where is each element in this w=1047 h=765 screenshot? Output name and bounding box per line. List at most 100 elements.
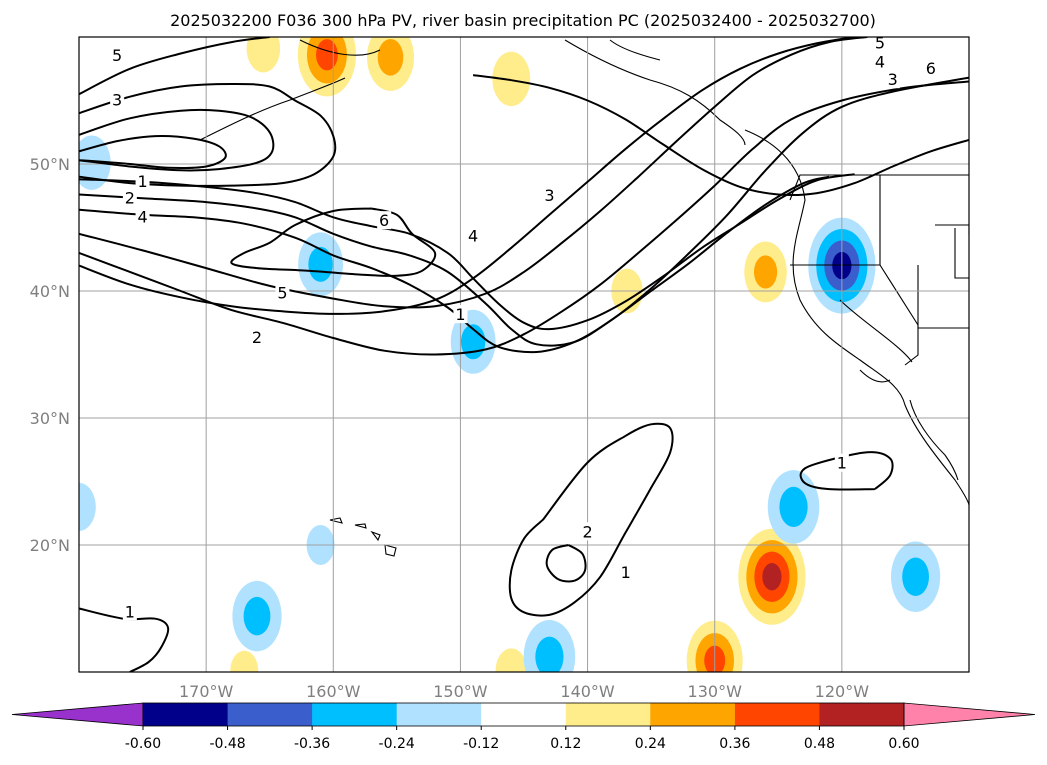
pv-contour-label: 2 (582, 522, 592, 541)
coastline (909, 399, 959, 481)
contour-label-mask (250, 327, 264, 346)
precip-pc-level (753, 255, 778, 289)
coastline (299, 39, 381, 56)
colorbar-swatch (734, 703, 820, 726)
coastline (744, 129, 969, 506)
contour-label-mask (135, 171, 150, 190)
coastline (879, 264, 919, 366)
x-tick-label: 140°W (560, 682, 615, 701)
map-background (79, 37, 969, 672)
pv-contour-label: 5 (112, 46, 122, 65)
precip-pc-level (316, 39, 338, 71)
axis-tick-labels: 170°W 160°W 150°W 140°W 130°W 120°W 50°N 40°N 30… (30, 155, 870, 701)
colorbar-tick-label: 0.12 (550, 736, 581, 752)
precip-pc-blob (738, 528, 806, 625)
colorbar-swatch (396, 703, 482, 726)
pv-contour-label: 1 (455, 305, 465, 324)
contour-label-mask (885, 70, 900, 89)
precip-pc-level (779, 486, 808, 527)
colorbar-swatch (819, 703, 905, 726)
colorbar-tick-label: -0.48 (209, 736, 245, 752)
x-tick-label: 130°W (688, 682, 743, 701)
precip-pc-blob (232, 580, 282, 652)
precip-pc-blob (891, 541, 941, 612)
contour-label-mask (466, 226, 481, 245)
precip-pc-blob (492, 51, 531, 107)
contour-label-mask (580, 522, 595, 541)
coastline-layer (199, 39, 969, 557)
pv-contour-line (79, 134, 227, 170)
precip-pc-blob (767, 470, 820, 544)
precip-pc-blob (79, 482, 96, 531)
pv-contour-label: 1 (621, 563, 631, 582)
precip-pc-blob (744, 241, 787, 303)
pv-contour-line (799, 451, 894, 491)
pv-contour-label: 3 (112, 91, 122, 110)
contour-label-mask (873, 37, 887, 52)
pv-contour-label: 1 (137, 172, 147, 191)
coastline (917, 265, 969, 329)
pv-contour-label: 3 (888, 70, 898, 89)
colorbar-tick-label: 0.24 (635, 736, 666, 752)
contour-label-mask (873, 52, 887, 71)
coastline (954, 228, 969, 279)
coastline (609, 39, 661, 61)
coastline (935, 224, 969, 235)
colorbar-tick-label: 0.60 (888, 736, 919, 752)
pv-contour-line (545, 544, 587, 583)
precip-pc-level (495, 648, 527, 672)
pv-contour-line (79, 108, 275, 172)
contour-label-mask (122, 188, 137, 207)
pv-contour-label: 3 (544, 186, 554, 205)
x-tick-label: 170°W (179, 682, 234, 701)
precip-pc-level (79, 482, 96, 531)
contour-label-mask (453, 305, 468, 324)
gridline-layer (79, 37, 969, 672)
precip-pc-level (246, 37, 281, 73)
precip-pc-blob (495, 648, 527, 672)
pv-contour-layer (79, 37, 969, 672)
y-tick-label: 40°N (30, 282, 70, 301)
pv-contour-line (79, 175, 830, 347)
precip-pc-level (902, 557, 929, 596)
precip-pc-level (377, 39, 404, 76)
pv-contour-line (472, 74, 969, 197)
chart-title: 2025032200 F036 300 hPa PV, river basin … (170, 11, 876, 30)
coastline (199, 77, 346, 141)
pv-contour-label: 4 (875, 52, 885, 71)
contour-label-mask (110, 90, 125, 109)
pv-contour-line (79, 82, 337, 187)
colorbar-tick-label: -0.36 (294, 736, 330, 752)
precip-pc-blob (298, 232, 343, 297)
contour-label-mask (377, 211, 392, 230)
colorbar-tick-label: -0.24 (379, 736, 415, 752)
colorbar-extend-low (11, 702, 144, 727)
pv-contour-label: 1 (125, 602, 135, 621)
coastline (839, 299, 913, 363)
contour-label-mask (542, 185, 557, 204)
precip-pc-blob (246, 37, 281, 73)
precip-pc-level (308, 246, 333, 282)
pv-contour-label: 2 (125, 188, 135, 207)
y-tick-label: 50°N (30, 155, 70, 174)
precip-pc-blob (297, 37, 357, 97)
contour-label-mask (122, 602, 137, 621)
pv-contour-label: 1 (837, 454, 847, 473)
pv-contour-line (79, 76, 969, 354)
contour-label-mask (834, 453, 849, 472)
pv-contour-label: 5 (277, 284, 287, 303)
pv-contour-label: 2 (252, 328, 262, 347)
x-tick-label: 150°W (433, 682, 488, 701)
pv-contour-line (508, 422, 674, 617)
contour-label-mask (135, 207, 150, 226)
precip-pc-level (243, 596, 271, 636)
colorbar: -0.60 -0.48 -0.36 -0.24 -0.12 0.12 0.24 0.36 0.4… (11, 702, 1036, 752)
y-tick-label: 20°N (30, 536, 70, 555)
pv-contour-line (79, 37, 270, 96)
pv-contour-line (79, 37, 868, 309)
colorbar-swatch (481, 703, 567, 726)
colorbar-extend-high (903, 702, 1036, 727)
pv-contour-label: 6 (379, 211, 389, 230)
contour-label-mask (923, 58, 938, 77)
